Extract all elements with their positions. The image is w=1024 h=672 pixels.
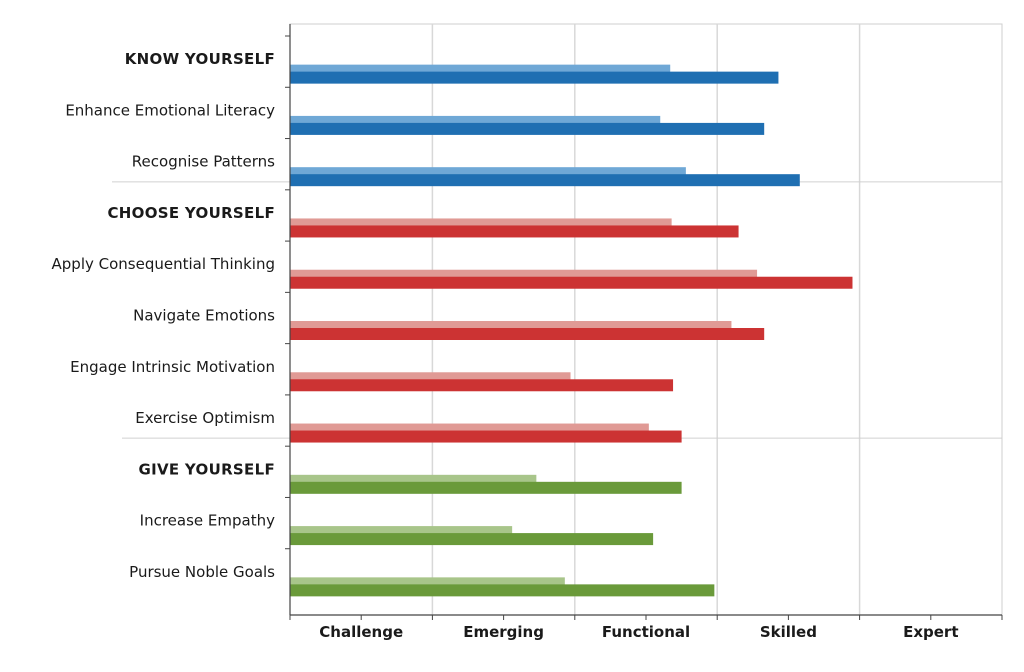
- bar-previous: [290, 64, 671, 73]
- bar-previous: [290, 474, 537, 483]
- bar-previous: [290, 115, 661, 124]
- bar-current: [290, 328, 765, 340]
- category-label: Enhance Emotional Literacy: [65, 101, 275, 119]
- bar-previous: [290, 321, 732, 329]
- x-tick-label: Challenge: [319, 623, 403, 641]
- category-label: Navigate Emotions: [133, 307, 275, 325]
- category-label: Exercise Optimism: [135, 409, 275, 427]
- bar-current: [290, 276, 853, 289]
- x-axis-labels: Challenge Emerging Functional Skilled Expert: [319, 623, 958, 641]
- group-label: CHOOSE YOURSELF: [107, 204, 275, 222]
- bar-current: [290, 584, 715, 597]
- x-tick-label: Expert: [903, 623, 958, 641]
- bar-current: [290, 71, 779, 84]
- bar-previous: [290, 526, 513, 535]
- category-label: Apply Consequential Thinking: [52, 255, 275, 273]
- category-label: Pursue Noble Goals: [129, 563, 275, 581]
- bar-previous: [290, 218, 672, 227]
- bar-previous: [290, 372, 571, 381]
- bar-previous: [290, 167, 686, 176]
- x-tick-label: Functional: [602, 623, 690, 641]
- y-axis-labels: KNOW YOURSELF Enhance Emotional Literacy R…: [52, 50, 276, 581]
- category-label: Increase Empathy: [140, 512, 275, 530]
- x-tick-label: Skilled: [760, 623, 817, 641]
- category-label: Engage Intrinsic Motivation: [70, 358, 275, 376]
- category-label: Recognise Patterns: [132, 153, 275, 171]
- bar-current: [290, 174, 800, 187]
- bar-current: [290, 379, 674, 392]
- axes: [285, 24, 1003, 620]
- bar-current: [290, 225, 739, 238]
- bars: [290, 64, 853, 597]
- bar-previous: [290, 269, 758, 278]
- group-label: KNOW YOURSELF: [125, 50, 275, 68]
- x-tick-label: Emerging: [463, 623, 544, 641]
- group-label: GIVE YOURSELF: [138, 460, 275, 478]
- bar-current: [290, 481, 682, 494]
- bar-current: [290, 122, 765, 135]
- bar-previous: [290, 577, 565, 586]
- bar-previous: [290, 423, 649, 432]
- bar-current: [290, 430, 682, 443]
- bar-current: [290, 533, 654, 546]
